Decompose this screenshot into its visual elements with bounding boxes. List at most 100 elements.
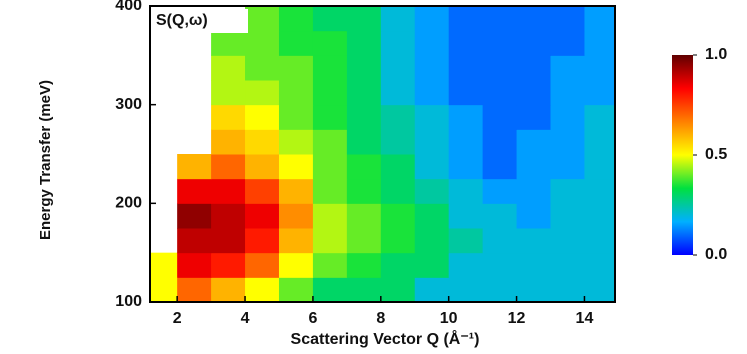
heatmap-cell <box>278 6 314 32</box>
heatmap-cell <box>516 30 552 56</box>
heatmap-cell <box>380 252 416 278</box>
heatmap-cell <box>312 6 348 32</box>
heatmap-cell <box>516 104 552 130</box>
heatmap-cell <box>278 55 314 81</box>
heatmap-cell <box>550 228 585 254</box>
heatmap-cell <box>414 129 450 155</box>
heatmap-cell <box>414 80 450 106</box>
heatmap-cell <box>550 154 585 180</box>
colorbar <box>672 55 693 255</box>
heatmap-cell <box>482 104 518 130</box>
heatmap-cell <box>448 30 484 56</box>
heatmap-cell <box>380 228 416 254</box>
heatmap-cell <box>550 55 585 81</box>
heatmap-cell <box>448 55 484 81</box>
heatmap-cell <box>177 228 212 254</box>
heatmap-cell <box>211 129 246 155</box>
heatmap-cell <box>245 228 280 254</box>
heatmap-cell <box>482 277 518 302</box>
heatmap-cell <box>550 252 585 278</box>
heatmap-cell <box>550 104 585 130</box>
heatmap-cell <box>211 154 246 180</box>
heatmap-cell <box>516 80 552 106</box>
heatmap-cell <box>482 203 518 229</box>
heatmap-cell <box>211 55 246 81</box>
heatmap-cell <box>346 178 382 204</box>
x-tick-label: 12 <box>508 310 526 327</box>
heatmap-cell <box>584 252 615 278</box>
heatmap-cell <box>245 203 280 229</box>
y-tick-label: 300 <box>115 96 142 113</box>
heatmap-cell <box>516 154 552 180</box>
heatmap-cell <box>312 252 348 278</box>
heatmap-cell <box>278 104 314 130</box>
x-tick-label: 6 <box>308 310 317 327</box>
heatmap-cell <box>414 277 450 302</box>
heatmap-cell <box>245 55 280 81</box>
heatmap-cell <box>245 6 280 32</box>
heatmap-cell <box>448 6 484 32</box>
heatmap-cell <box>211 178 246 204</box>
heatmap-cell <box>346 104 382 130</box>
heatmap-cell <box>516 55 552 81</box>
heatmap-cell <box>448 203 484 229</box>
heatmap-cell <box>211 104 246 130</box>
heatmap-cell <box>550 178 585 204</box>
heatmap-cell <box>150 277 178 302</box>
heatmap-cell <box>584 104 615 130</box>
x-tick-label: 4 <box>241 310 250 327</box>
heatmap-cell <box>584 154 615 180</box>
heatmap-cell <box>312 55 348 81</box>
heatmap-cell <box>482 30 518 56</box>
heatmap-cell <box>177 178 212 204</box>
heatmap-cell <box>550 129 585 155</box>
heatmap-cell <box>482 228 518 254</box>
heatmap-cell <box>346 203 382 229</box>
heatmap-cell <box>346 6 382 32</box>
heatmap-cell <box>414 104 450 130</box>
heatmap-cell <box>346 252 382 278</box>
heatmap-cell <box>211 203 246 229</box>
heatmap-cell <box>380 277 416 302</box>
heatmap-cell <box>414 178 450 204</box>
heatmap-cell <box>346 154 382 180</box>
heatmap-cell <box>414 228 450 254</box>
heatmap-cell <box>516 178 552 204</box>
x-axis-label: Scattering Vector Q (Å⁻¹) <box>291 329 480 348</box>
heatmap-cell <box>414 154 450 180</box>
heatmap-cell <box>312 178 348 204</box>
heatmap-cell <box>448 154 484 180</box>
heatmap-cell <box>312 154 348 180</box>
heatmap-cell <box>482 154 518 180</box>
heatmap-cell <box>448 104 484 130</box>
y-tick-label: 200 <box>115 195 142 212</box>
heatmap-cell <box>584 129 615 155</box>
heatmap-cell <box>177 154 212 180</box>
heatmap-cell <box>211 80 246 106</box>
y-axis-label: Energy Transfer (meV) <box>37 80 54 240</box>
heatmap-cell <box>312 129 348 155</box>
heatmap-cell <box>584 30 615 56</box>
heatmap-cell <box>584 80 615 106</box>
heatmap-cell <box>346 30 382 56</box>
heatmap-cell <box>177 277 212 302</box>
heatmap-cell <box>550 277 585 302</box>
heatmap-cell <box>380 6 416 32</box>
heatmap-cell <box>448 228 484 254</box>
y-tick-label: 100 <box>115 293 142 310</box>
heatmap-cell <box>448 178 484 204</box>
heatmap-cell <box>380 178 416 204</box>
heatmap-cell <box>516 129 552 155</box>
heatmap-cell <box>245 80 280 106</box>
heatmap-cell <box>380 104 416 130</box>
heatmap-cell <box>380 30 416 56</box>
colorbar-tick-label: 0.0 <box>705 246 727 263</box>
colorbar-tick-label: 0.5 <box>705 146 727 163</box>
heatmap-cell <box>278 178 314 204</box>
heatmap-cell <box>584 277 615 302</box>
heatmap-cell <box>278 80 314 106</box>
heatmap-cell <box>211 30 246 56</box>
heatmap-cell <box>278 129 314 155</box>
colorbar-tick-label: 1.0 <box>705 46 727 63</box>
